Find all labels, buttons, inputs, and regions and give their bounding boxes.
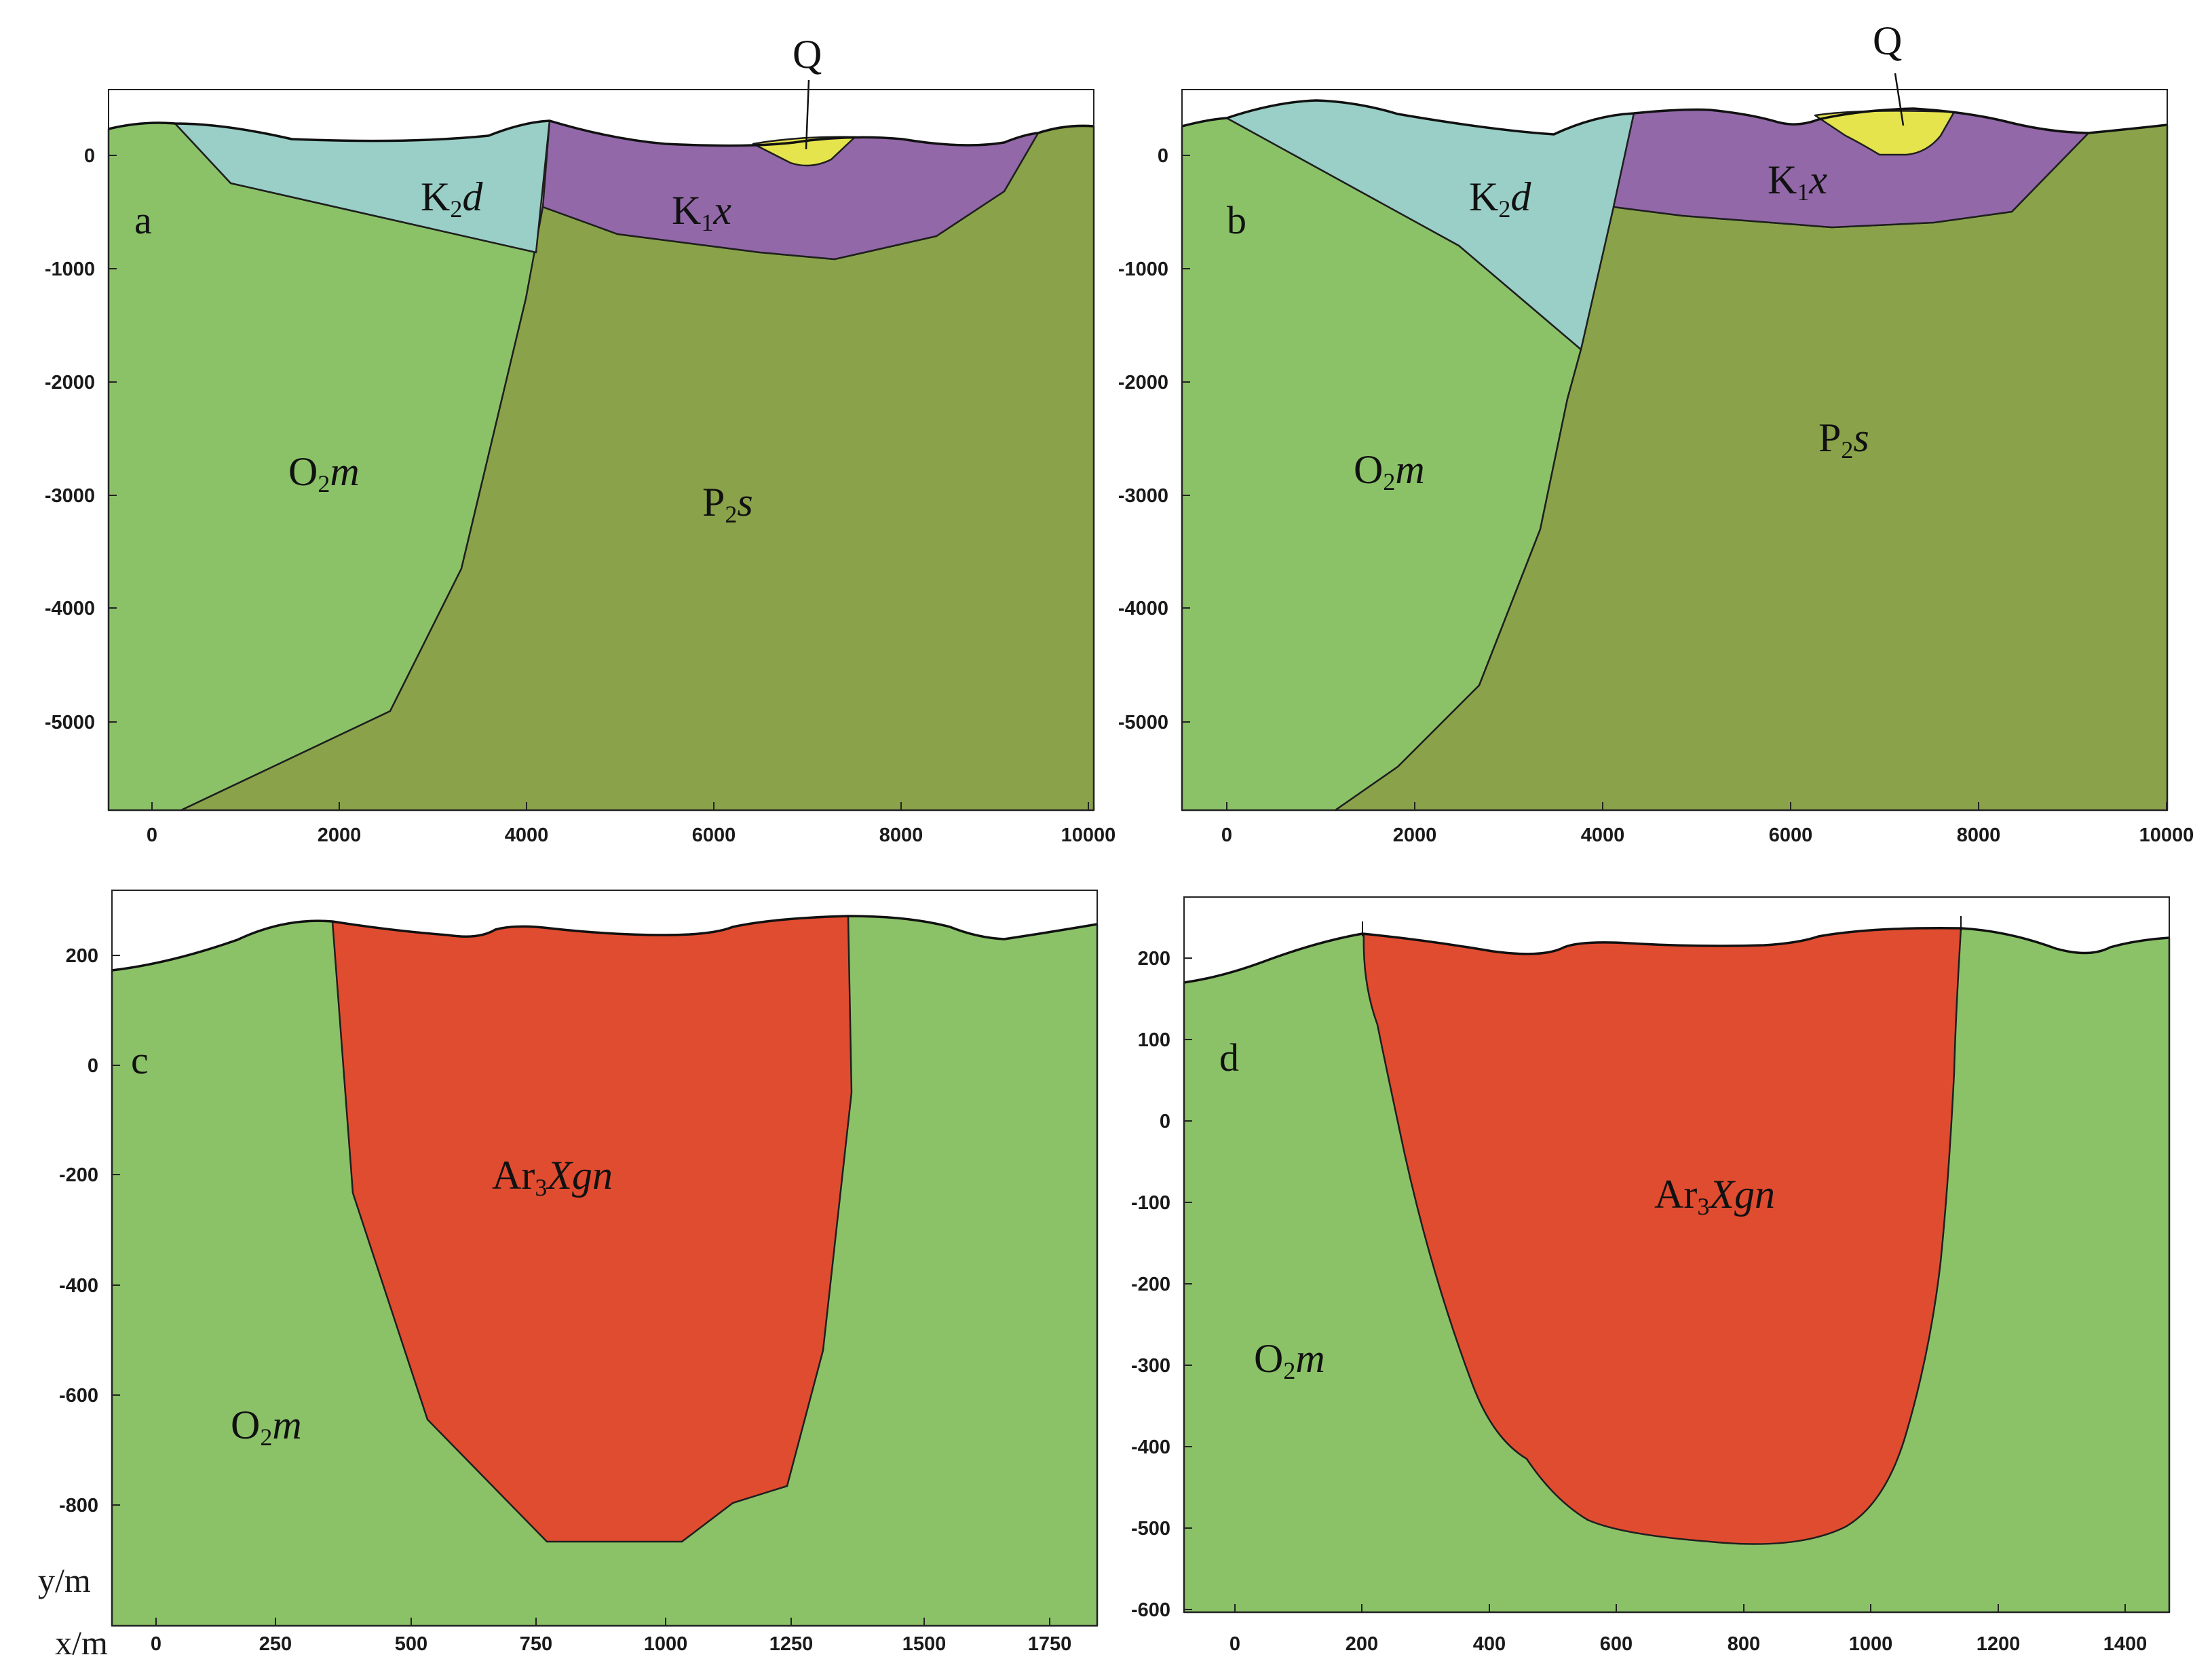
panel-a-label: a: [134, 198, 152, 242]
panel-a-unit-K1x: K1x: [672, 188, 731, 236]
panel-c-ytick-0: 200: [66, 945, 98, 967]
panel-d-xtick-3: 600: [1600, 1633, 1633, 1655]
panel-c-xtick-2: 500: [395, 1633, 427, 1655]
panel-a-xtick-4: 8000: [879, 824, 923, 846]
panel-d-frame: [1183, 896, 2170, 1613]
panel-b-unit-Q: Q: [1873, 18, 1902, 63]
panel-a-Q-leader-line: [805, 79, 810, 150]
panel-d-ytick-1: 100: [1138, 1029, 1170, 1051]
panel-d-ytick-3: -100: [1131, 1192, 1170, 1214]
panel-c-xtick-7: 1750: [1028, 1633, 1072, 1655]
panel-c-ytick-4: -600: [59, 1385, 98, 1407]
panel-a-ytick-2: -2000: [45, 372, 95, 394]
panel-d-xtick-1: 200: [1346, 1633, 1378, 1655]
panel-a: 0 -1000 -2000 -3000 -4000 -5000 0 2000 4…: [45, 32, 1116, 846]
panel-a-ytick-3: -3000: [45, 485, 95, 507]
panel-b-unit-K1x: K1x: [1768, 157, 1827, 206]
panel-d-unit-Ar3Xgn: Ar3Xgn: [1654, 1172, 1775, 1220]
panel-c-xtick-4: 1000: [644, 1633, 688, 1655]
panel-c: 200 0 -200 -400 -600 -800 0 250 500 750 …: [38, 890, 1099, 1662]
panel-b-ytick-1: -1000: [1118, 259, 1168, 280]
panel-a-xtick-1: 2000: [318, 824, 362, 846]
panel-c-xtick-6: 1500: [902, 1633, 947, 1655]
panel-c-label: c: [131, 1038, 149, 1082]
panel-a-ticks: [109, 155, 1089, 810]
panel-b-xtick-3: 6000: [1769, 824, 1813, 846]
panel-a-xtick-5: 10000: [1061, 824, 1116, 846]
panel-d-label: d: [1219, 1035, 1239, 1080]
panel-c-unit-O2m: O2m: [231, 1403, 302, 1451]
panel-b-unit-K2d: K2d: [1469, 174, 1531, 223]
panel-b-label: b: [1227, 198, 1246, 242]
panel-d-xtick-7: 1400: [2103, 1633, 2148, 1655]
panel-b-ytick-2: -2000: [1118, 372, 1168, 394]
panel-a-ytick-0: 0: [84, 145, 95, 167]
panel-a-ytick-4: -4000: [45, 598, 95, 620]
panel-a-frame: [108, 89, 1094, 811]
panel-c-ytick-5: -800: [59, 1495, 98, 1517]
panel-c-ytick-1: 0: [88, 1055, 98, 1077]
panel-b-ytick-3: -3000: [1118, 485, 1168, 507]
panel-d-xtick-6: 1200: [1977, 1633, 2021, 1655]
panel-b-xtick-0: 0: [1221, 824, 1232, 846]
panel-c-frame: [111, 890, 1098, 1626]
panel-c-xtick-1: 250: [259, 1633, 292, 1655]
panel-a-unit-Q: Q: [793, 32, 822, 77]
panel-c-ytick-3: -400: [59, 1275, 98, 1297]
panel-b-unit-O2m: O2m: [1354, 447, 1425, 495]
panel-b-Q-leader-line: [1894, 73, 1905, 126]
panel-a-ytick-1: -1000: [45, 259, 95, 280]
panel-c-unit-Ar3Xgn: Ar3Xgn: [492, 1153, 613, 1201]
panel-a-ytick-5: -5000: [45, 712, 95, 734]
panel-b-ytick-0: 0: [1158, 145, 1168, 167]
panel-d-xtick-5: 1000: [1849, 1633, 1893, 1655]
panel-d-ytick-6: -400: [1131, 1436, 1170, 1458]
panel-d: 200 100 0 -100 -200 -300 -400 -500 -600 …: [1131, 896, 2171, 1655]
panel-d-ticks: [1184, 957, 2126, 1612]
panel-b-xtick-1: 2000: [1393, 824, 1437, 846]
panel-b-xtick-4: 8000: [1957, 824, 2001, 846]
panel-b: 0 -1000 -2000 -3000 -4000 -5000 0 2000 4…: [1118, 18, 2194, 846]
panel-a-xtick-0: 0: [147, 824, 157, 846]
panel-a-topographic-surface: [108, 119, 1094, 147]
panel-d-ytick-8: -600: [1131, 1599, 1170, 1621]
panel-c-xtick-3: 750: [520, 1633, 552, 1655]
panel-c-topographic-surface: [111, 915, 1098, 972]
panel-d-xtick-0: 0: [1229, 1633, 1240, 1655]
panel-b-unit-P2s: P2s: [1818, 415, 1869, 463]
panel-b-ticks: [1182, 155, 2167, 810]
panel-d-xtick-2: 400: [1473, 1633, 1506, 1655]
panel-c-y-axis-label: y/m: [38, 1561, 91, 1599]
panel-c-xtick-0: 0: [151, 1633, 161, 1655]
panel-c-ticks: [112, 955, 1050, 1626]
panel-b-ytick-4: -4000: [1118, 598, 1168, 620]
panel-d-ytick-7: -500: [1131, 1518, 1170, 1540]
panel-d-ytick-2: 0: [1160, 1111, 1170, 1132]
panel-a-xtick-3: 6000: [692, 824, 736, 846]
panel-d-ytick-4: -200: [1131, 1274, 1170, 1295]
panel-a-unit-O2m: O2m: [288, 449, 360, 497]
panel-b-xtick-2: 4000: [1581, 824, 1625, 846]
panel-a-unit-P2s: P2s: [702, 480, 753, 528]
panel-d-ytick-0: 200: [1138, 948, 1170, 970]
panel-b-topographic-surface: [1181, 99, 2168, 136]
panel-d-ytick-5: -300: [1131, 1355, 1170, 1377]
panel-c-xtick-5: 1250: [769, 1633, 814, 1655]
panel-d-topographic-surface: [1183, 927, 2170, 984]
panel-b-ytick-5: -5000: [1118, 712, 1168, 734]
panel-d-unit-O2m: O2m: [1254, 1336, 1325, 1384]
panel-d-xtick-4: 800: [1728, 1633, 1760, 1655]
panel-b-xtick-5: 10000: [2139, 824, 2194, 846]
panel-c-x-axis-label: x/m: [55, 1624, 108, 1662]
panel-b-frame: [1181, 89, 2168, 811]
panel-a-xtick-2: 4000: [505, 824, 549, 846]
panel-a-unit-K2d: K2d: [421, 174, 483, 223]
panel-c-ytick-2: -200: [59, 1164, 98, 1186]
